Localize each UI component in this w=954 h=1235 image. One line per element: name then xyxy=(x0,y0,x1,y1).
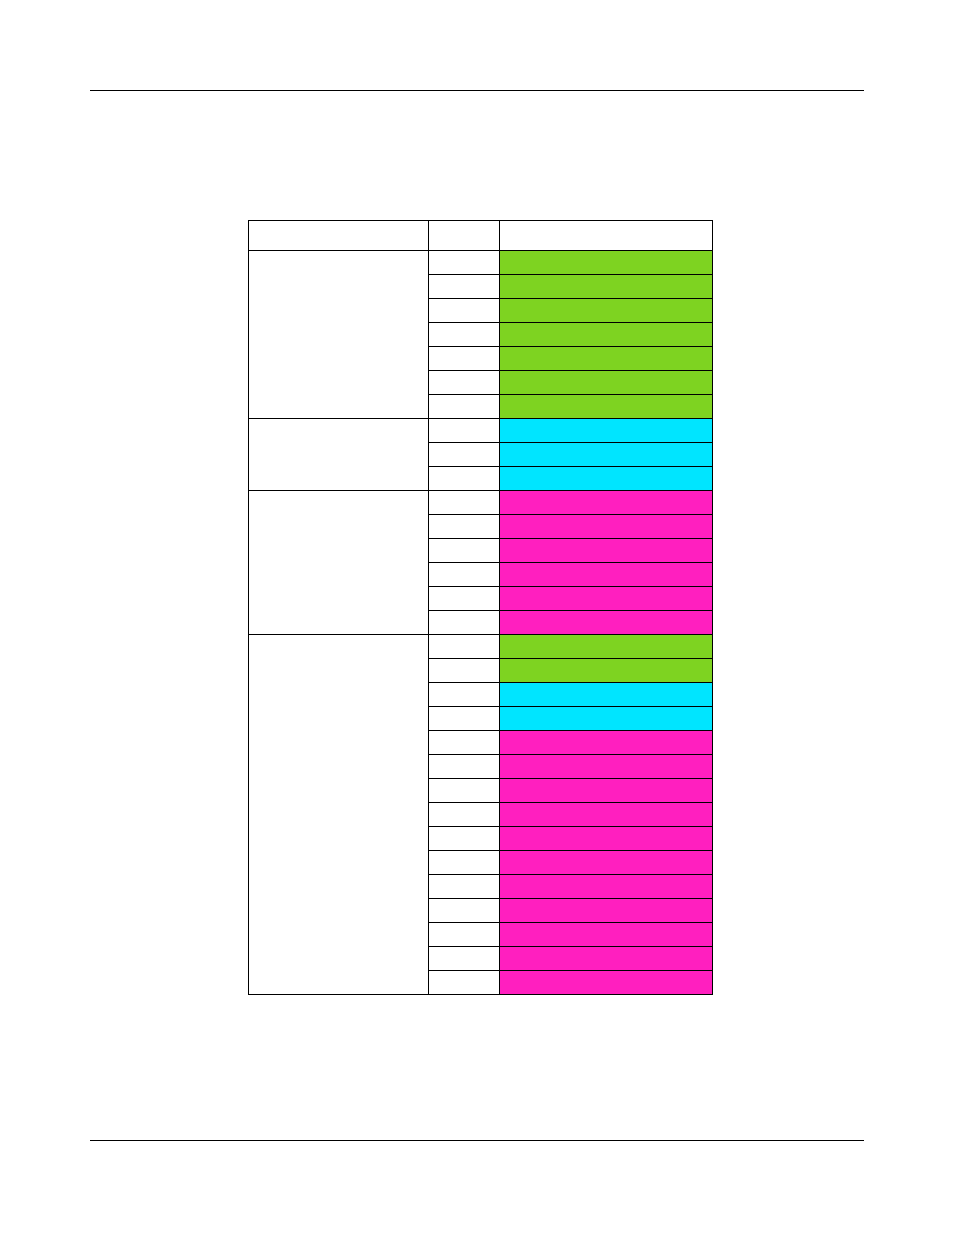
top-rule xyxy=(90,90,864,91)
color-cell xyxy=(500,443,713,467)
table-body xyxy=(249,221,713,995)
color-cell xyxy=(500,659,713,683)
color-cell xyxy=(500,803,713,827)
color-cell xyxy=(500,707,713,731)
color-cell xyxy=(500,467,713,491)
label-cell xyxy=(428,563,500,587)
label-cell xyxy=(428,611,500,635)
color-cell xyxy=(500,419,713,443)
color-cell xyxy=(500,347,713,371)
color-cell xyxy=(500,899,713,923)
label-cell xyxy=(428,515,500,539)
color-cell xyxy=(500,371,713,395)
color-cell xyxy=(500,515,713,539)
color-cell xyxy=(500,395,713,419)
color-cell xyxy=(500,539,713,563)
group-cell xyxy=(249,221,429,251)
color-cell xyxy=(500,875,713,899)
label-cell xyxy=(428,347,500,371)
color-cell xyxy=(500,923,713,947)
color-cell xyxy=(500,947,713,971)
label-cell xyxy=(428,221,500,251)
color-cell xyxy=(500,635,713,659)
label-cell xyxy=(428,371,500,395)
label-cell xyxy=(428,659,500,683)
label-cell xyxy=(428,419,500,443)
label-cell xyxy=(428,827,500,851)
label-cell xyxy=(428,875,500,899)
color-cell xyxy=(500,851,713,875)
label-cell xyxy=(428,467,500,491)
label-cell xyxy=(428,851,500,875)
table-row xyxy=(249,635,713,659)
bottom-rule xyxy=(90,1140,864,1141)
color-cell xyxy=(500,251,713,275)
label-cell xyxy=(428,323,500,347)
group-cell xyxy=(249,419,429,491)
label-cell xyxy=(428,443,500,467)
color-cell xyxy=(500,221,713,251)
color-table xyxy=(248,220,713,995)
group-cell xyxy=(249,491,429,635)
label-cell xyxy=(428,731,500,755)
color-cell xyxy=(500,299,713,323)
color-cell xyxy=(500,779,713,803)
group-cell xyxy=(249,251,429,419)
label-cell xyxy=(428,251,500,275)
label-cell xyxy=(428,299,500,323)
table-row xyxy=(249,221,713,251)
color-cell xyxy=(500,731,713,755)
color-cell xyxy=(500,275,713,299)
label-cell xyxy=(428,923,500,947)
label-cell xyxy=(428,539,500,563)
color-cell xyxy=(500,323,713,347)
color-cell xyxy=(500,683,713,707)
label-cell xyxy=(428,683,500,707)
label-cell xyxy=(428,803,500,827)
label-cell xyxy=(428,899,500,923)
color-cell xyxy=(500,563,713,587)
color-cell xyxy=(500,827,713,851)
color-cell xyxy=(500,971,713,995)
group-cell xyxy=(249,635,429,995)
label-cell xyxy=(428,587,500,611)
color-cell xyxy=(500,755,713,779)
page xyxy=(0,0,954,1235)
label-cell xyxy=(428,491,500,515)
color-cell xyxy=(500,587,713,611)
label-cell xyxy=(428,947,500,971)
table-row xyxy=(249,251,713,275)
label-cell xyxy=(428,779,500,803)
label-cell xyxy=(428,707,500,731)
label-cell xyxy=(428,971,500,995)
table-row xyxy=(249,491,713,515)
label-cell xyxy=(428,275,500,299)
table-row xyxy=(249,419,713,443)
label-cell xyxy=(428,635,500,659)
label-cell xyxy=(428,395,500,419)
color-cell xyxy=(500,491,713,515)
color-cell xyxy=(500,611,713,635)
label-cell xyxy=(428,755,500,779)
